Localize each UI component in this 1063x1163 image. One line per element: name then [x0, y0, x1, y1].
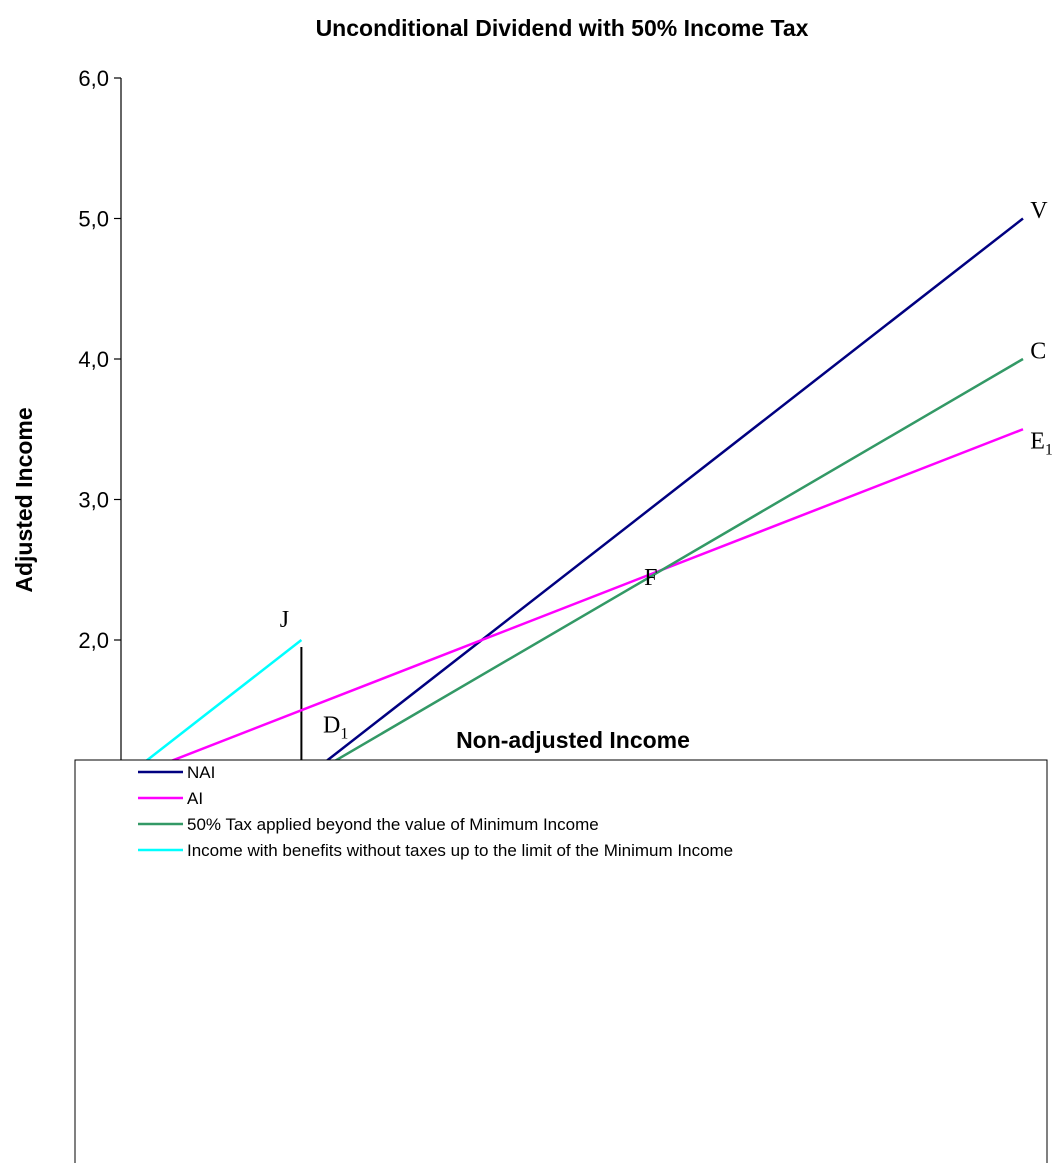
- legend-items: NAI AI 50% Tax applied beyond the value of…: [138, 763, 733, 860]
- point-label: F: [644, 565, 657, 591]
- point-label: J: [280, 607, 289, 633]
- point-label: V: [1030, 198, 1048, 224]
- y-tick-label: 6,0: [78, 66, 109, 91]
- legend-label: NAI: [187, 763, 215, 782]
- point-label: C: [1030, 339, 1046, 365]
- y-tick-label: 2,0: [78, 628, 109, 653]
- point-label: D1: [323, 712, 348, 742]
- legend-box: [74, 759, 1048, 1163]
- chart-title: Unconditional Dividend with 50% Income T…: [316, 15, 809, 41]
- series-line-2: [120, 428, 1024, 782]
- series-line-4: [120, 639, 303, 782]
- y-tick-label: 4,0: [78, 347, 109, 372]
- legend: NAI AI 50% Tax applied beyond the value of…: [74, 759, 1048, 1163]
- y-axis-title: Adjusted Income: [11, 407, 37, 592]
- x-axis-title: Non-adjusted Income: [456, 727, 690, 753]
- legend-label: AI: [187, 789, 203, 808]
- point-label: E1: [1030, 428, 1053, 458]
- legend-label: Income with benefits without taxes up to…: [187, 841, 733, 860]
- y-tick-label: 3,0: [78, 488, 109, 513]
- y-tick-label: 5,0: [78, 207, 109, 232]
- legend-label: 50% Tax applied beyond the value of Mini…: [187, 815, 599, 834]
